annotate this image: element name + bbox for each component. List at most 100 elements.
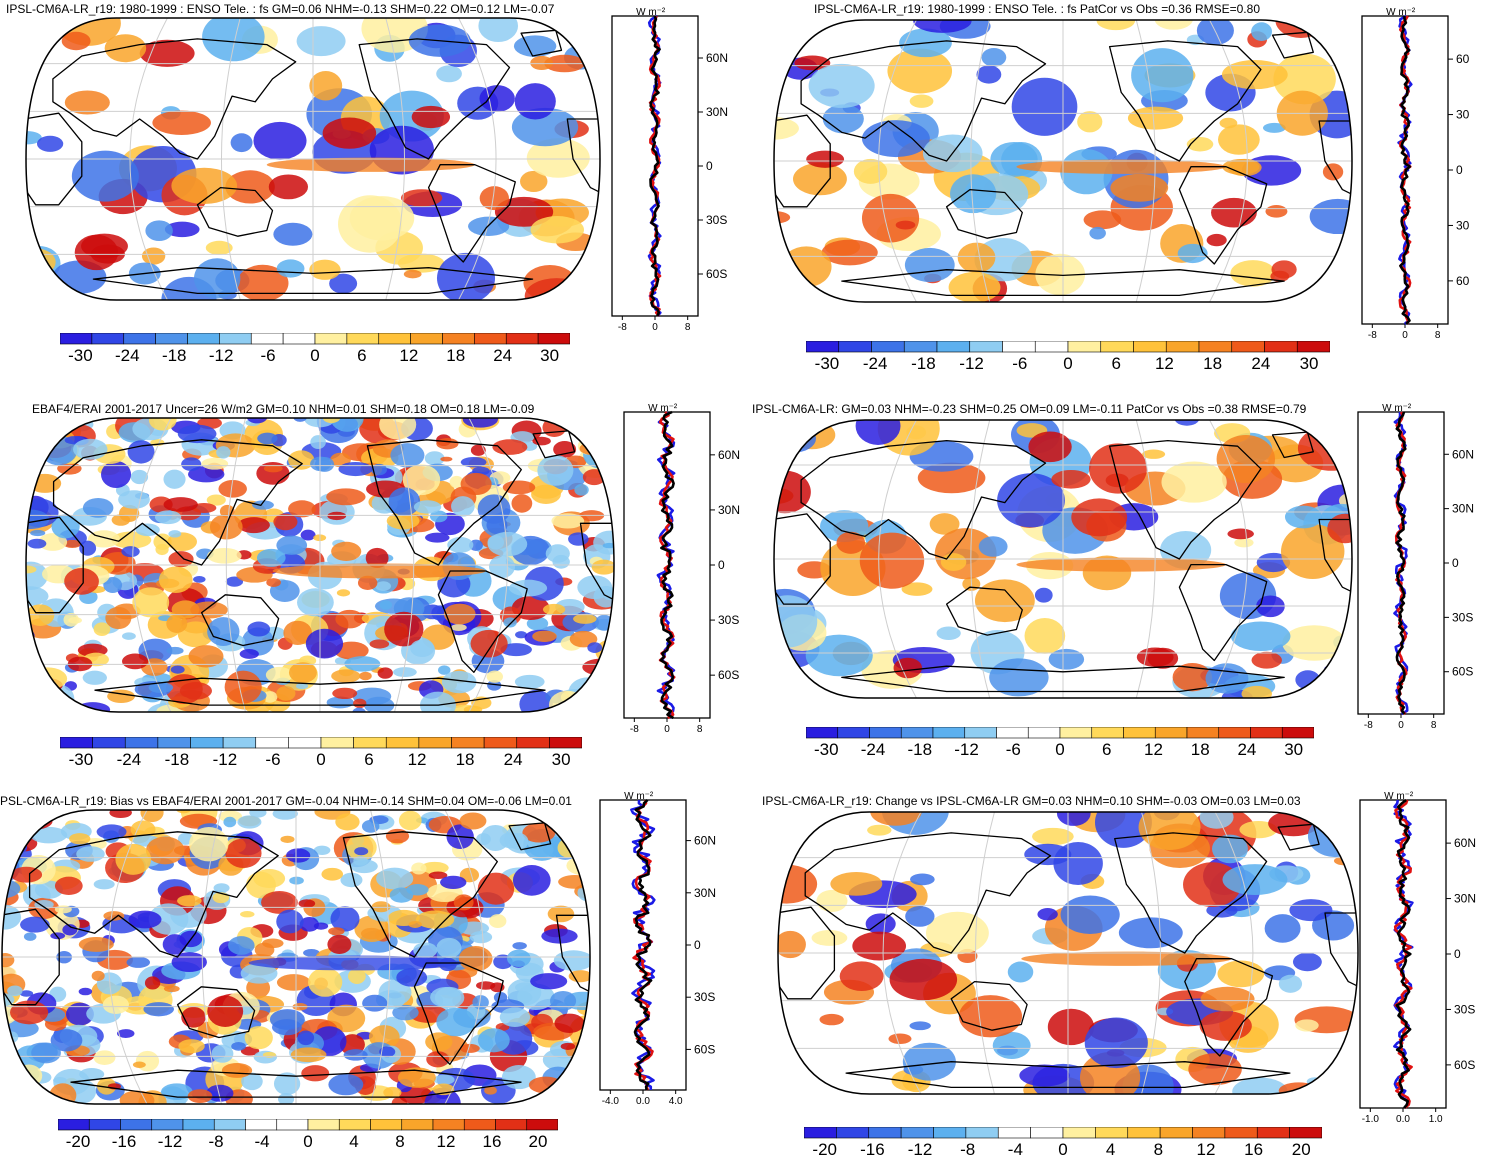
anomaly-patch — [338, 462, 373, 477]
colorbar-swatch — [526, 1118, 559, 1131]
anomaly-patch — [889, 958, 958, 1001]
anomaly-patch — [63, 539, 82, 549]
anomaly-patch — [191, 502, 217, 513]
colorbar-labels: -30 -24 -18 -12 -6 0 6 12 18 24 30 — [806, 740, 1314, 762]
coastline — [1178, 166, 1268, 265]
mean-profile-line — [659, 410, 675, 720]
anomaly-patch — [31, 674, 49, 683]
anomaly-patch — [105, 606, 132, 630]
anomaly-patch — [808, 63, 875, 108]
colorbar-swatch — [157, 736, 191, 749]
anomaly-patch — [936, 626, 961, 641]
anomaly-patch — [861, 193, 920, 243]
anomaly-patch — [188, 466, 225, 483]
colorbar-label: -30 — [814, 740, 839, 759]
colorbar-swatch — [288, 736, 322, 749]
latitude-label: 30S — [706, 213, 727, 227]
colorbar-swatch — [1159, 1126, 1193, 1139]
anomaly-patch — [1110, 173, 1169, 202]
colorbar-swatch — [59, 332, 93, 345]
anomaly-patch — [280, 835, 295, 843]
colorbar-swatch — [838, 340, 872, 353]
anomaly-patch — [135, 523, 160, 537]
colorbar-swatch — [836, 1126, 870, 1139]
anomaly-patch — [411, 862, 427, 875]
anomaly-patch — [79, 1068, 105, 1081]
anomaly-patch — [480, 824, 510, 852]
profile-x-tick: 0 — [664, 724, 670, 735]
coastline — [1178, 563, 1268, 662]
anomaly-patch — [20, 916, 50, 933]
colorbar-label: 12 — [436, 1132, 456, 1151]
anomaly-patch — [148, 903, 189, 935]
anomaly-patch — [225, 576, 244, 587]
anomaly-patch — [2, 1069, 14, 1084]
panel-title: IPSL-CM6A-LR: GM=0.03 NHM=-0.23 SHM=0.25… — [752, 402, 1307, 416]
colorbar-swatch — [803, 1126, 837, 1139]
colorbar-swatch — [190, 736, 224, 749]
anomaly-patch — [560, 1042, 576, 1050]
anomaly-patch — [1161, 461, 1227, 503]
colorbar-swatch — [1192, 1126, 1226, 1139]
anomaly-patch — [398, 810, 422, 831]
anomaly-patch — [253, 868, 286, 889]
anomaly-patch — [240, 911, 255, 918]
anomaly-patch — [557, 838, 581, 858]
latitude-label: 60N — [694, 834, 716, 848]
latitude-label: 60N — [718, 448, 740, 462]
anomaly-patch — [774, 470, 811, 514]
colorbar-swatch — [1133, 340, 1167, 353]
anomaly-patch — [425, 1032, 453, 1052]
anomaly-patch — [476, 981, 496, 990]
anomaly-patch — [1292, 952, 1322, 972]
colorbar-swatch — [1296, 340, 1331, 353]
anomaly-patch — [273, 513, 298, 531]
zonal-profile: W m⁻² 60N 30N 0 30S 60S -8 0 8 — [600, 6, 730, 347]
anomaly-patch — [396, 968, 428, 987]
anomaly-patch — [1256, 552, 1291, 573]
anomaly-patch — [1118, 917, 1183, 949]
latitude-label: 30 — [1456, 108, 1470, 122]
anomaly-patch — [489, 914, 507, 929]
colorbar-label: 24 — [503, 750, 523, 769]
anomaly-patch — [440, 875, 467, 890]
anomaly-patch — [177, 621, 214, 648]
anomaly-patch — [449, 475, 464, 489]
anomaly-patch — [300, 529, 316, 541]
mean-profile-line — [649, 15, 661, 317]
anomaly-patch — [87, 530, 120, 548]
colorbar-swatch — [1289, 1126, 1323, 1139]
anomaly-patch — [1127, 106, 1184, 130]
coastline — [841, 665, 1285, 693]
anomaly-patch — [145, 836, 185, 865]
anomaly-patch — [821, 239, 878, 266]
anomaly-patch — [1089, 226, 1106, 240]
panel-2: IPSL-CM6A-LR_r19: 1980-1999 : ENSO Tele.… — [752, 0, 1496, 380]
anomaly-patch — [265, 666, 293, 683]
anomaly-patch — [305, 628, 344, 659]
anomaly-patch — [1270, 270, 1290, 282]
colorbar-label: -12 — [954, 740, 979, 759]
anomaly-patch — [774, 687, 800, 698]
anomaly-patch — [297, 588, 334, 617]
anomaly-patch — [530, 55, 554, 71]
colorbar-swatch — [997, 1126, 1031, 1139]
anomaly-patch — [805, 634, 873, 677]
colorbar-swatch — [320, 736, 354, 749]
anomaly-patch — [1188, 1053, 1242, 1086]
anomaly-patch — [441, 670, 477, 694]
colorbar-swatch — [1059, 726, 1093, 739]
anomaly-patch — [30, 529, 46, 537]
anomaly-patch — [512, 865, 551, 896]
anomaly-patch — [865, 913, 896, 935]
anomaly-patch — [1136, 647, 1174, 667]
anomaly-patch — [103, 911, 125, 921]
coastline — [532, 430, 576, 459]
anomaly-patch — [470, 629, 508, 658]
anomaly-patch — [308, 967, 343, 997]
anomaly-patch — [171, 167, 238, 204]
anomaly-patch — [328, 927, 345, 936]
anomaly-patch — [957, 242, 996, 273]
colorbar-swatch — [1095, 1126, 1129, 1139]
anomaly-patch — [1051, 469, 1091, 489]
